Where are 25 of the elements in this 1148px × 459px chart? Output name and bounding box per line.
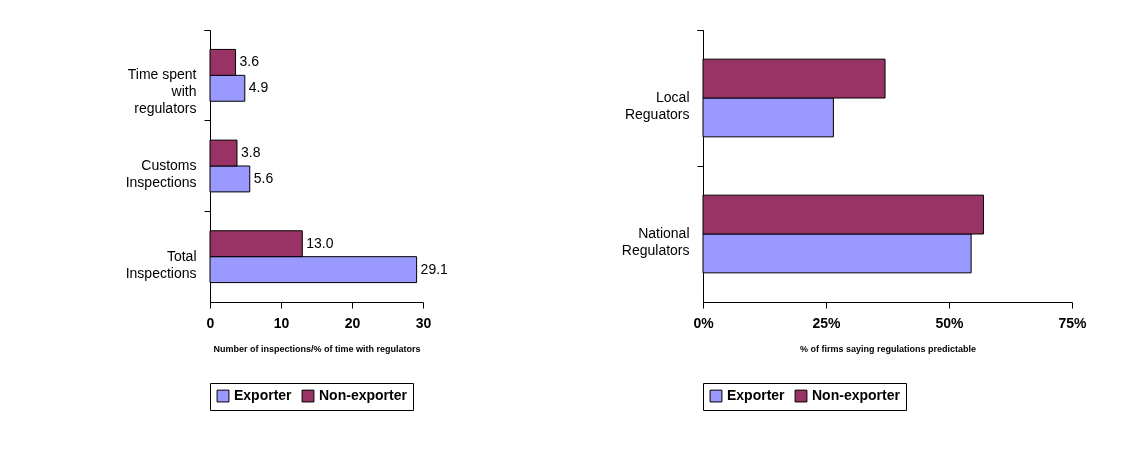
x-tick-label: 0	[206, 314, 215, 331]
data-label: 29.1	[420, 260, 449, 277]
x-tick-label: 30	[415, 314, 432, 331]
y-tick-label: National Regulators	[621, 225, 690, 258]
data-label: 4.9	[248, 79, 269, 96]
y-tick-label: Customs Inspections	[125, 157, 197, 190]
data-label: 3.8	[240, 144, 261, 161]
data-label: 5.6	[253, 169, 274, 186]
legend-label: Exporter	[727, 387, 786, 404]
x-tick-label: 10	[273, 314, 290, 331]
y-tick-label: Total Inspections	[125, 247, 197, 281]
x-tick-label: 20	[344, 314, 361, 331]
x-tick-label: 50%	[935, 314, 965, 331]
y-tick-label: Local Reguators	[624, 89, 690, 122]
data-label: 3.6	[239, 53, 260, 70]
y-tick-label: Time spent with regulators	[127, 66, 197, 117]
legend-label: Non-exporter	[319, 387, 408, 404]
x-tick-label: 75%	[1058, 314, 1088, 331]
x-axis-title: % of firms saying regulations predictable	[799, 343, 977, 354]
x-axis-title: Number of inspections/% of time with regulators	[213, 343, 421, 354]
legend-label: Exporter	[234, 387, 293, 404]
x-tick-label: 25%	[812, 314, 842, 331]
data-label: 13.0	[306, 234, 334, 251]
legend-label: Non-exporter	[812, 387, 901, 404]
x-tick-label: 0%	[693, 314, 715, 331]
